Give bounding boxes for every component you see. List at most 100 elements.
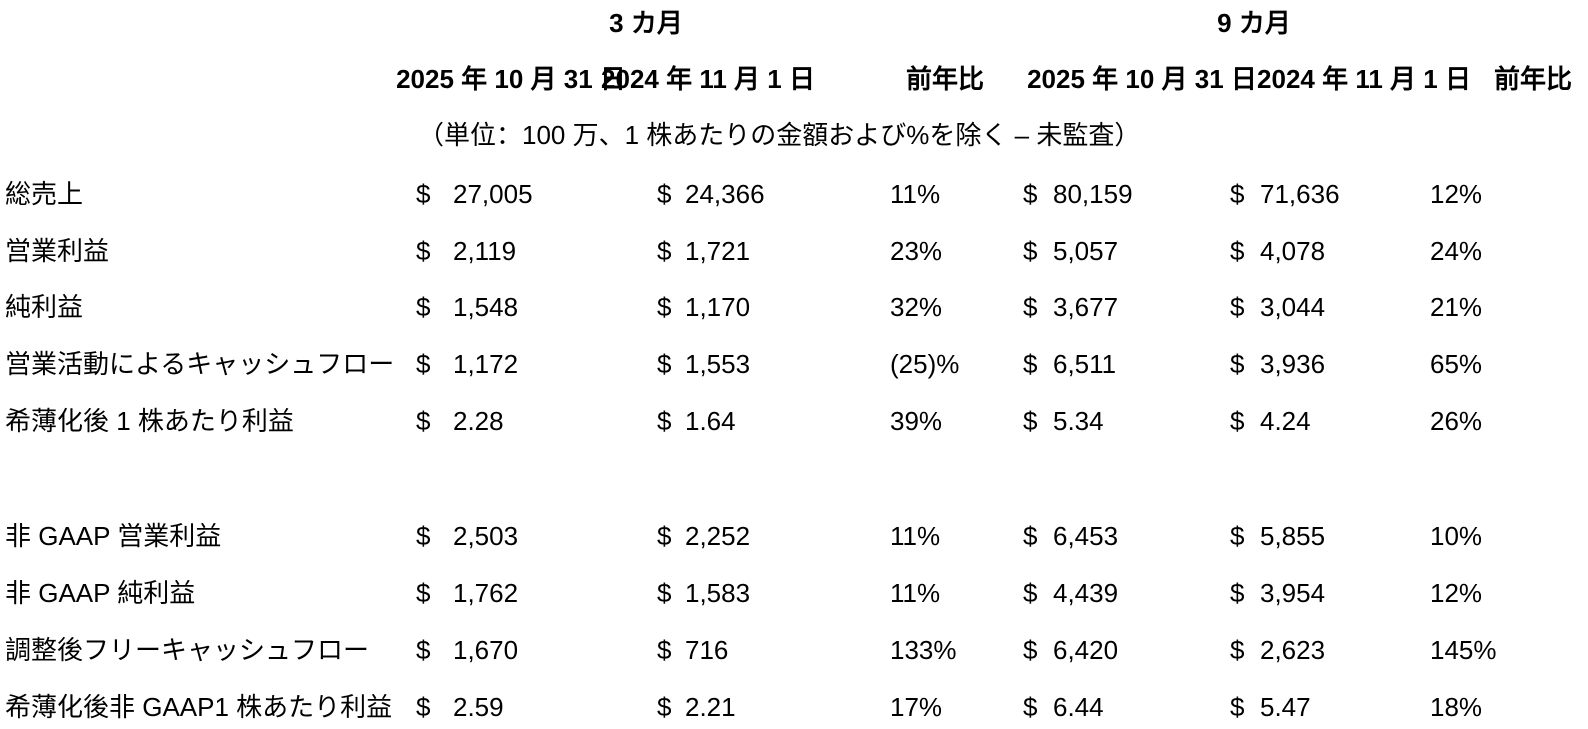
dollar-icon: $ [1230,179,1245,209]
value-3m-prior: 2.21 [685,692,736,722]
value-3m-current: 1,548 [453,292,519,322]
value-9m-current: 5.34 [1053,406,1104,436]
table-row: 営業利益 $ 2,119 $ 1,721 23% $ 5,057 $ 4,078… [0,237,1588,267]
value-3m-prior: 716 [685,635,729,665]
value-9m-current: 6,420 [1053,635,1119,665]
yoy-3m: 17% [890,692,943,722]
dollar-icon: $ [416,349,431,379]
row-label: 希薄化後 1 株あたり利益 [5,406,294,436]
dollar-icon: $ [416,578,431,608]
dollar-icon: $ [1023,236,1038,266]
dollar-icon: $ [416,179,431,209]
row-label: 非 GAAP 営業利益 [5,521,222,551]
value-9m-prior: 3,954 [1260,578,1326,608]
value-3m-prior: 1,721 [685,236,751,266]
value-3m-current: 27,005 [453,179,533,209]
value-9m-current: 3,677 [1053,292,1119,322]
yoy-9m: 21% [1430,292,1483,322]
value-9m-current: 4,439 [1053,578,1119,608]
table-row: 純利益 $ 1,548 $ 1,170 32% $ 3,677 $ 3,044 … [0,293,1588,323]
value-3m-current: 1,172 [453,349,519,379]
yoy-9m: 12% [1430,578,1483,608]
table-row: 希薄化後非 GAAP1 株あたり利益 $ 2.59 $ 2.21 17% $ 6… [0,693,1588,723]
dollar-icon: $ [657,406,672,436]
value-9m-prior: 5.47 [1260,692,1311,722]
col-header-3m-yoy: 前年比 [905,64,985,94]
dollar-icon: $ [416,692,431,722]
dollar-icon: $ [1023,635,1038,665]
dollar-icon: $ [657,292,672,322]
dollar-icon: $ [1023,521,1038,551]
value-9m-current: 80,159 [1053,179,1133,209]
value-3m-prior: 1,553 [685,349,751,379]
dollar-icon: $ [1023,292,1038,322]
row-label: 営業活動によるキャッシュフロー [5,349,395,379]
period-header-9m: 9 カ月 [1217,8,1291,38]
yoy-3m: 32% [890,292,943,322]
value-3m-current: 1,670 [453,635,519,665]
table-row: 総売上 $ 27,005 $ 24,366 11% $ 80,159 $ 71,… [0,180,1588,210]
value-3m-prior: 1,583 [685,578,751,608]
dollar-icon: $ [1230,406,1245,436]
yoy-9m: 26% [1430,406,1483,436]
value-9m-prior: 3,044 [1260,292,1326,322]
row-label: 純利益 [5,292,84,322]
dollar-icon: $ [657,236,672,266]
dollar-icon: $ [1023,349,1038,379]
row-label: 非 GAAP 純利益 [5,578,196,608]
row-label: 希薄化後非 GAAP1 株あたり利益 [5,692,393,722]
value-9m-prior: 2,623 [1260,635,1326,665]
dollar-icon: $ [1230,635,1245,665]
dollar-icon: $ [1230,349,1245,379]
value-9m-prior: 5,855 [1260,521,1326,551]
value-3m-current: 2,119 [453,236,517,266]
dollar-icon: $ [1023,179,1038,209]
col-header-3m-current-date: 2025 年 10 月 31 日 [396,64,626,94]
value-3m-prior: 2,252 [685,521,751,551]
value-9m-prior: 71,636 [1260,179,1340,209]
yoy-9m: 18% [1430,692,1483,722]
row-label: 営業利益 [5,236,110,266]
value-3m-prior: 24,366 [685,179,765,209]
dollar-icon: $ [1230,692,1245,722]
value-9m-prior: 3,936 [1260,349,1326,379]
yoy-9m: 10% [1430,521,1483,551]
dollar-icon: $ [657,578,672,608]
dollar-icon: $ [416,406,431,436]
dollar-icon: $ [1023,578,1038,608]
dollar-icon: $ [1023,406,1038,436]
yoy-9m: 24% [1430,236,1483,266]
value-9m-current: 6,453 [1053,521,1119,551]
value-3m-current: 2.59 [453,692,504,722]
yoy-3m: 133% [890,635,957,665]
dollar-icon: $ [416,236,431,266]
row-label: 総売上 [5,179,84,209]
period-header-3m: 3 カ月 [609,8,683,38]
col-header-9m-current-date: 2025 年 10 月 31 日 [1027,64,1257,94]
table-row: 非 GAAP 営業利益 $ 2,503 $ 2,252 11% $ 6,453 … [0,522,1588,552]
yoy-9m: 65% [1430,349,1483,379]
dollar-icon: $ [416,521,431,551]
dollar-icon: $ [416,635,431,665]
value-3m-prior: 1,170 [685,292,751,322]
yoy-9m: 12% [1430,179,1483,209]
dollar-icon: $ [657,635,672,665]
value-3m-current: 2,503 [453,521,519,551]
table-row: 希薄化後 1 株あたり利益 $ 2.28 $ 1.64 39% $ 5.34 $… [0,407,1588,437]
value-9m-current: 5,057 [1053,236,1119,266]
dollar-icon: $ [1230,521,1245,551]
dollar-icon: $ [657,179,672,209]
row-label: 調整後フリーキャッシュフロー [5,635,370,665]
col-header-9m-yoy: 前年比 [1493,64,1573,94]
dollar-icon: $ [1230,236,1245,266]
value-3m-current: 1,762 [453,578,519,608]
dollar-icon: $ [1023,692,1038,722]
yoy-3m: (25)% [890,349,960,379]
yoy-3m: 39% [890,406,943,436]
col-header-9m-prior-date: 2024 年 11 月 1 日 [1257,64,1471,94]
value-3m-prior: 1.64 [685,406,736,436]
value-9m-prior: 4.24 [1260,406,1311,436]
dollar-icon: $ [416,292,431,322]
yoy-9m: 145% [1430,635,1497,665]
